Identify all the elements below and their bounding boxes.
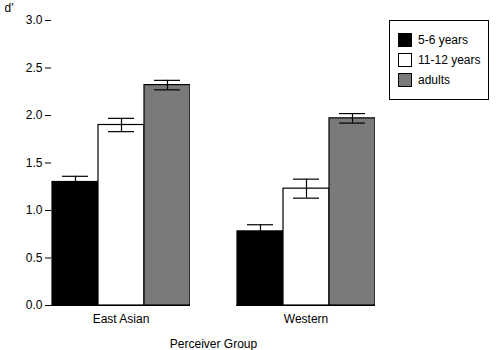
html-text:adults: adults [418, 73, 450, 87]
html-text:5-6 years: 5-6 years [418, 33, 468, 47]
svg-text:3.0: 3.0 [26, 13, 43, 27]
svg-text:d': d' [5, 1, 14, 15]
html-text:11-12 years: 11-12 years [418, 53, 481, 67]
svg-text:2.0: 2.0 [26, 108, 43, 122]
svg-text:East Asian: East Asian [93, 312, 150, 326]
svg-text:Western: Western [284, 312, 328, 326]
svg-text:0.0: 0.0 [26, 298, 43, 312]
svg-text:0.5: 0.5 [26, 251, 43, 265]
svg-text:1.5: 1.5 [26, 156, 43, 170]
svg-text:2.5: 2.5 [26, 61, 43, 75]
svg-text:1.0: 1.0 [26, 203, 43, 217]
svg-text:Perceiver Group: Perceiver Group [170, 337, 258, 350]
